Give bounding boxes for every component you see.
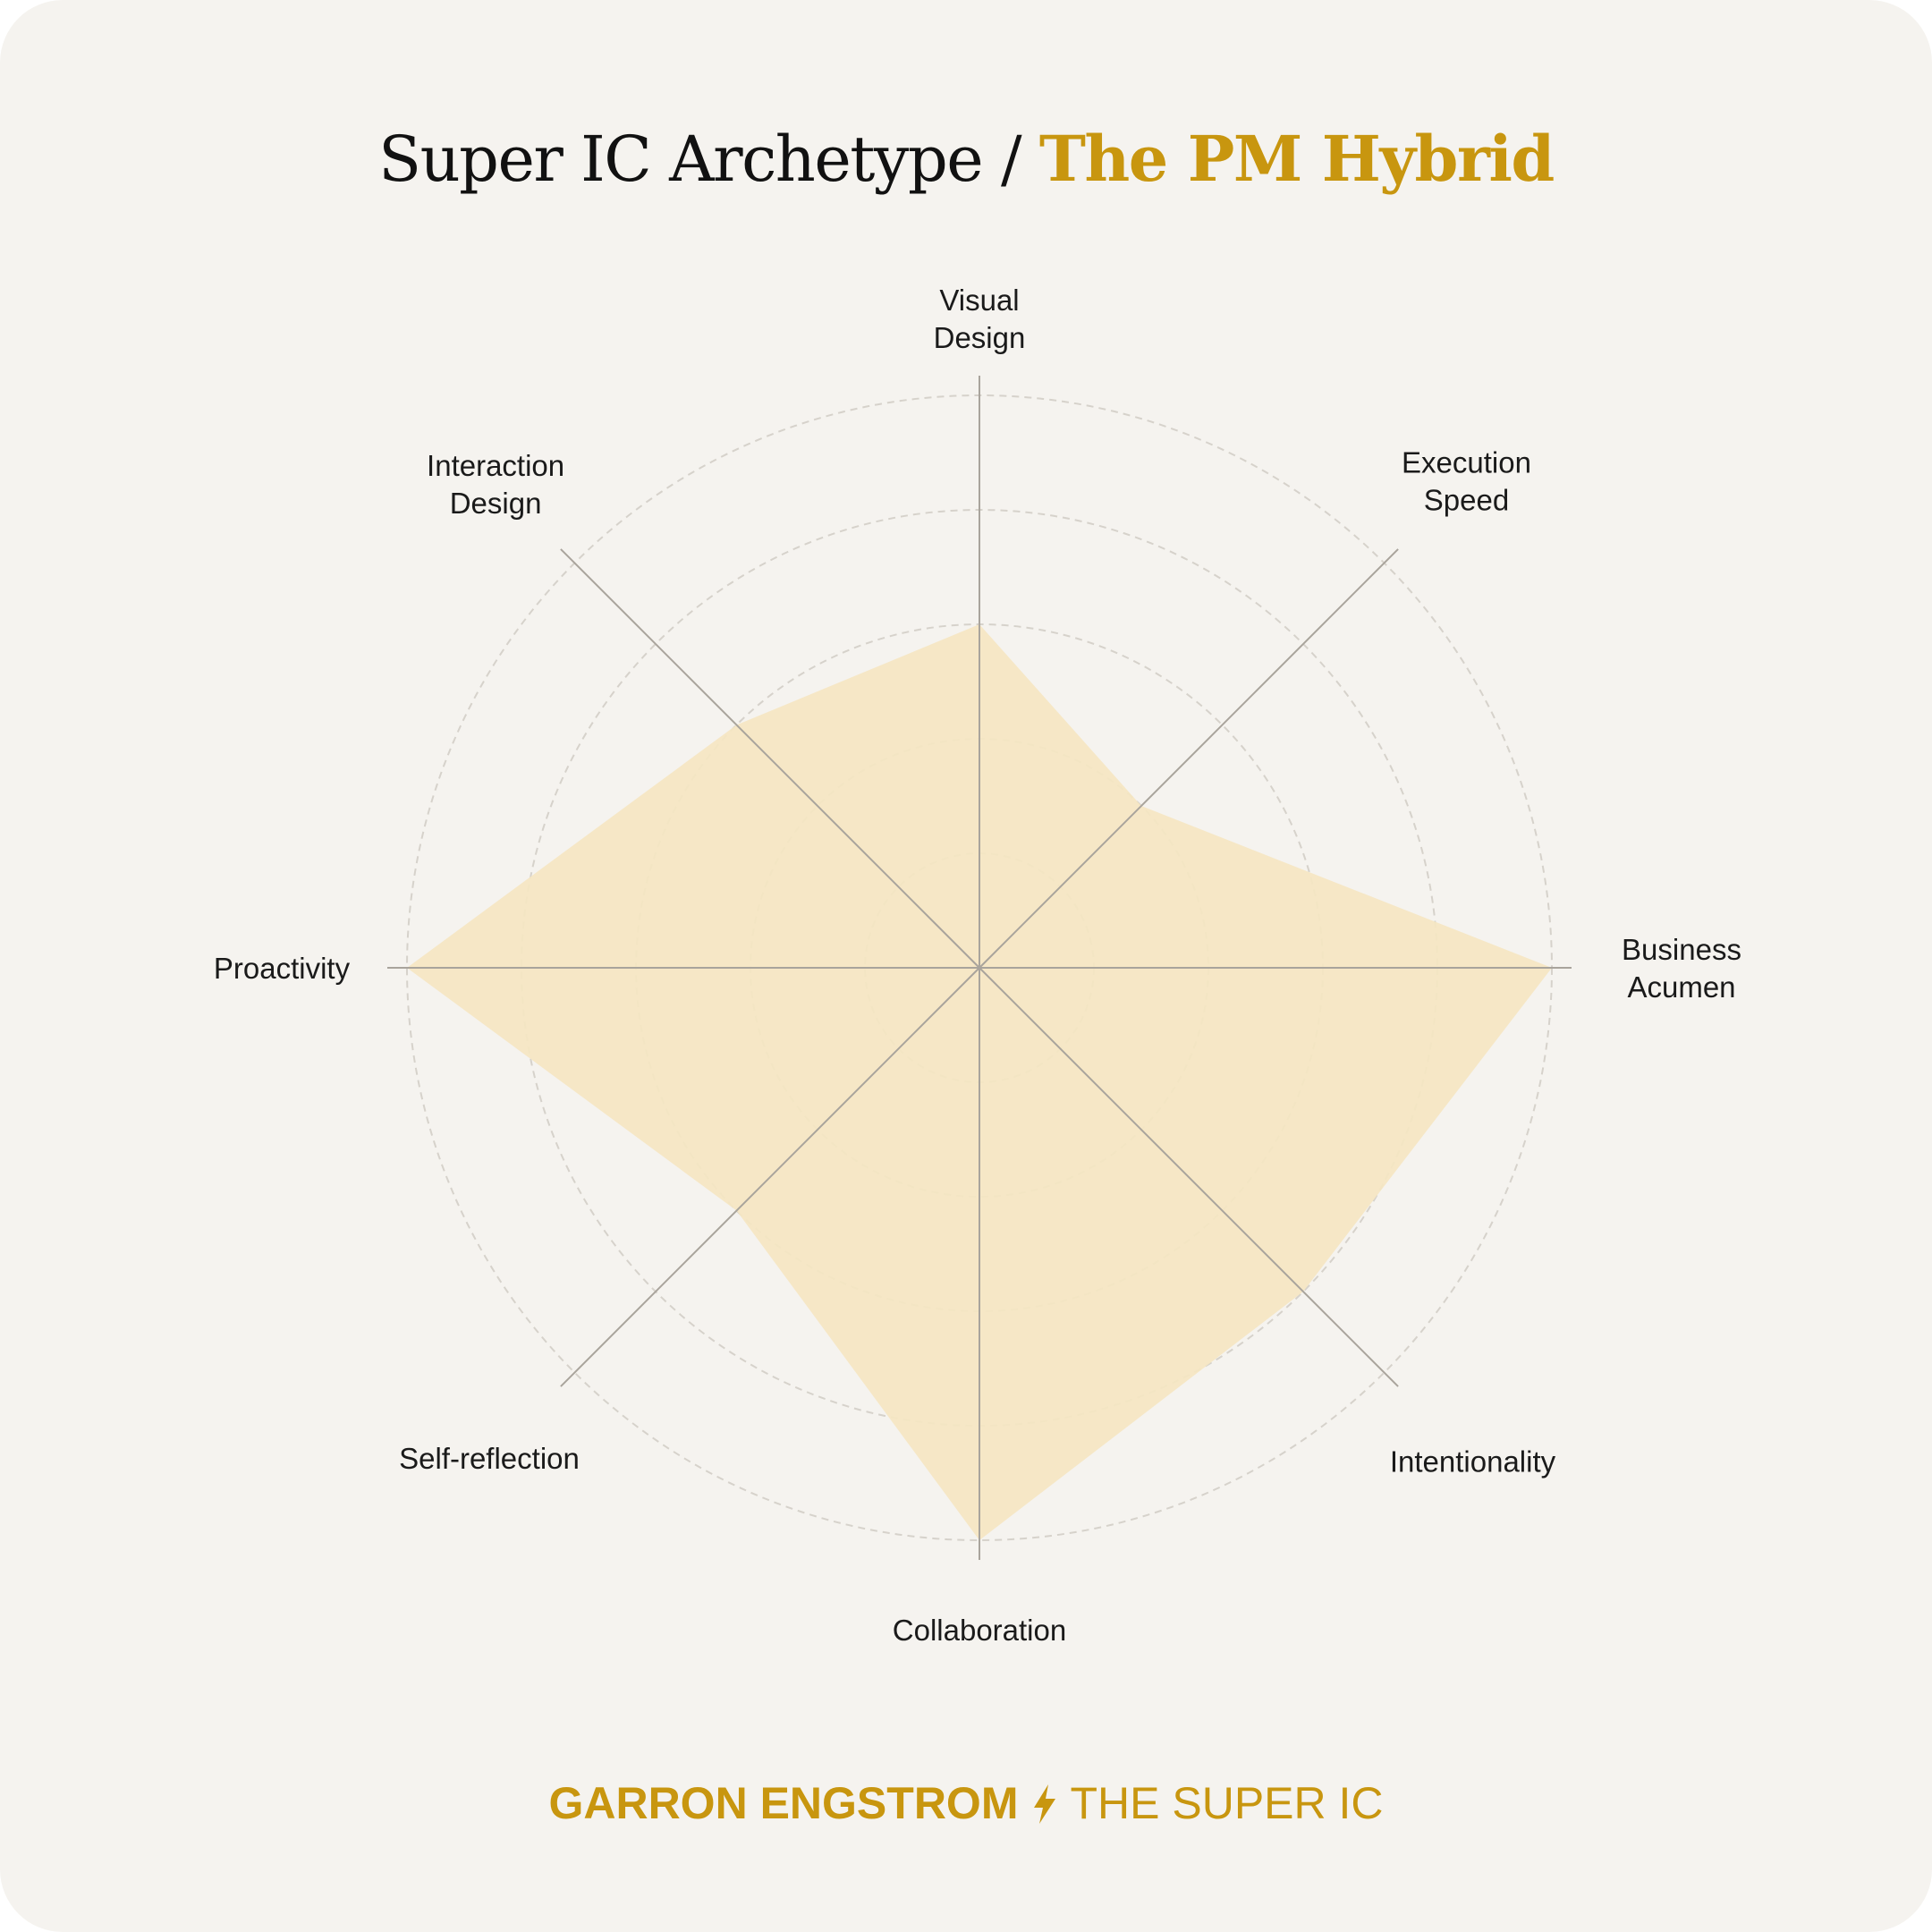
axis-label-2: Execution Speed (1402, 446, 1531, 517)
axis-line-8 (560, 548, 980, 969)
footer-publication: THE SUPER IC (1070, 1778, 1384, 1828)
axis-label-6: Self-reflection (399, 1442, 580, 1475)
footer: GARRON ENGSTROM THE SUPER IC (0, 1775, 1932, 1837)
axis-label-8: Interaction Design (427, 449, 564, 520)
axis-label-5: Collaboration (893, 1614, 1066, 1647)
axis-label-3: Business Acumen (1622, 933, 1741, 1004)
footer-author: GARRON ENGSTROM (548, 1778, 1019, 1828)
axis-label-4: Intentionality (1390, 1445, 1556, 1479)
chart-title: Super IC Archetype / The PM Hybrid (0, 114, 1932, 204)
axis-line-6 (560, 967, 980, 1387)
axis-line-4 (979, 967, 1399, 1387)
radar-axes (387, 376, 1572, 1560)
axis-label-1: Visual Design (934, 284, 1026, 354)
axis-line-2 (979, 548, 1399, 969)
title-highlight: The PM Hybrid (1038, 122, 1555, 196)
title-prefix: Super IC Archetype / (378, 123, 1021, 196)
axis-labels: Visual Design Execution Speed Business Acumen… (214, 284, 1741, 1647)
axis-label-7: Proactivity (214, 952, 351, 985)
lightning-bolt-icon (1032, 1780, 1057, 1837)
